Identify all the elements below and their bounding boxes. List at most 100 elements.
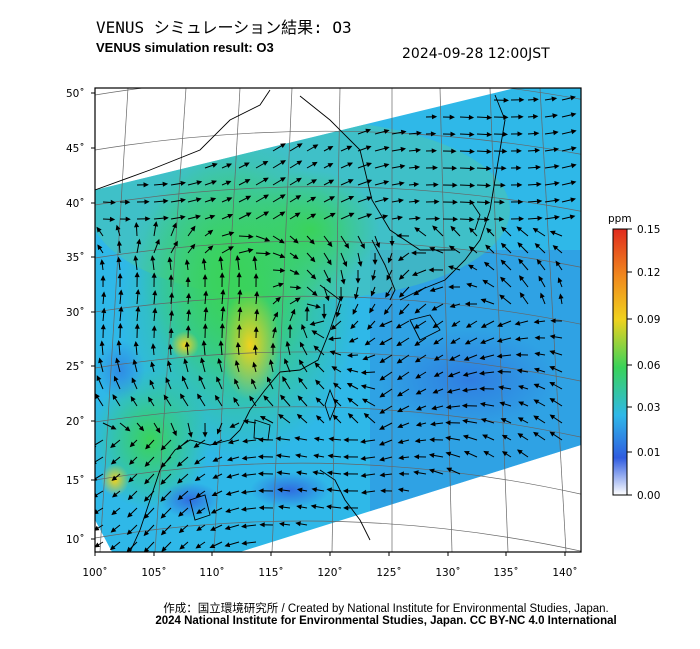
wind-arrow-head [360, 243, 365, 250]
wind-arrow-head [315, 303, 321, 309]
wind-arrow-head [557, 277, 563, 284]
wind-arrow-head [469, 131, 475, 137]
wind-arrow-head [549, 431, 556, 437]
wind-arrow-head [195, 214, 201, 220]
wind-arrow-head [398, 255, 404, 261]
wind-arrow-head [366, 179, 373, 185]
wind-arrow-head [190, 225, 196, 232]
lat-tick-label: 50˚ [66, 88, 85, 100]
wind-arrow-head [187, 432, 193, 438]
wind-arrow-head [466, 282, 472, 288]
wind-arrow-head [549, 334, 556, 340]
wind-arrow-head [532, 227, 539, 233]
wind-arrow-head [259, 522, 265, 528]
wind-arrow-head [414, 308, 421, 314]
wind-arrow-head [501, 226, 507, 232]
wind-arrow-head [533, 97, 539, 103]
wind-arrow-head [503, 97, 509, 103]
wind-arrow-head [265, 250, 271, 257]
wind-arrow-head [372, 259, 378, 266]
wind-arrow-head [299, 341, 305, 348]
wind-arrow-head [430, 421, 436, 427]
wind-arrow-head [549, 366, 556, 371]
wind-arrow-head [431, 148, 437, 154]
wind-arrow-head [554, 180, 560, 187]
wind-arrow-head [172, 222, 177, 229]
wind-arrow-head [554, 214, 560, 221]
lon-tick-label: 110˚ [199, 567, 224, 579]
wind-arrow-head [228, 231, 235, 237]
wind-arrow-head [484, 199, 491, 205]
wind-arrow-head [464, 339, 471, 345]
wind-arrow-head [196, 525, 202, 532]
wind-arrow-head [326, 487, 332, 493]
wind-arrow-head [216, 428, 222, 435]
wind-arrow-head [369, 307, 375, 314]
wind-arrow-head [415, 373, 422, 379]
colorbar-scale [612, 228, 628, 496]
wind-arrow-head [162, 181, 169, 187]
wind-arrow-head [519, 97, 525, 103]
wind-arrow-head [166, 360, 172, 366]
wind-arrow-head [326, 504, 332, 510]
wind-arrow-head [220, 289, 226, 295]
wind-arrow-head [172, 430, 177, 437]
wind-arrow-head [196, 180, 203, 186]
wind-arrow-head [258, 505, 264, 511]
wind-arrow-head [396, 341, 403, 347]
wind-arrow-head [117, 322, 123, 329]
wind-arrow-head [500, 276, 506, 283]
wind-arrow-head [173, 240, 178, 247]
wind-arrow-head [549, 350, 556, 356]
wind-arrow-head [185, 325, 191, 331]
wind-arrow-head [116, 240, 122, 246]
wind-arrow-head [452, 182, 458, 188]
wind-arrow-head [126, 546, 133, 552]
map-area [95, 88, 581, 552]
wind-arrow-head [212, 457, 219, 462]
wind-arrow-head [301, 323, 306, 330]
wind-arrow-head [451, 165, 458, 171]
wind-arrow-head [179, 544, 186, 550]
wind-arrow-head [280, 143, 286, 149]
wind-arrow-head [448, 284, 454, 290]
wind-arrow-head [252, 361, 258, 368]
wind-arrow-head [501, 451, 508, 457]
wind-arrow-head [278, 521, 285, 527]
wind-arrow-head [332, 414, 339, 421]
wind-arrow-head [463, 450, 470, 456]
colorbar: ppm 0.15 0.12 0.09 0.06 0.03 0.01 0.00 [608, 213, 661, 502]
wind-arrow-head [462, 434, 469, 440]
wind-arrow-head [259, 415, 266, 421]
wind-arrow-head [517, 131, 523, 137]
wind-arrow-head [480, 339, 486, 344]
wind-arrow-head [499, 199, 505, 205]
wind-arrow-head [200, 357, 205, 364]
wind-arrow-head [195, 197, 202, 203]
wind-arrow-head [153, 221, 159, 227]
wind-arrow-head [329, 196, 336, 201]
wind-arrow-head [431, 114, 438, 120]
wind-arrow-head [385, 292, 391, 298]
wind-arrow-head [330, 324, 337, 330]
wind-arrow-head [211, 440, 218, 445]
lat-tick-label: 35˚ [66, 252, 85, 264]
wind-arrow-head [296, 504, 302, 510]
wind-arrow-head [398, 198, 404, 204]
wind-arrow-head [499, 216, 505, 222]
wind-arrow-head [295, 470, 302, 476]
wind-arrow-head [500, 182, 506, 188]
wind-arrow-head [98, 357, 104, 364]
wind-arrow-head [514, 320, 521, 326]
wind-arrow-head [311, 290, 318, 297]
wind-arrow-head [198, 375, 204, 382]
wind-arrow-head [95, 542, 101, 548]
wind-arrow-head [536, 181, 542, 187]
wind-arrow-head [533, 383, 540, 389]
lon-tick-label: 120˚ [317, 567, 342, 579]
wind-arrow-head [429, 287, 436, 292]
wind-arrow-head [177, 494, 184, 501]
wind-arrow-head [234, 378, 239, 385]
wind-arrow-head [552, 113, 558, 119]
wind-arrow-head [397, 215, 404, 221]
